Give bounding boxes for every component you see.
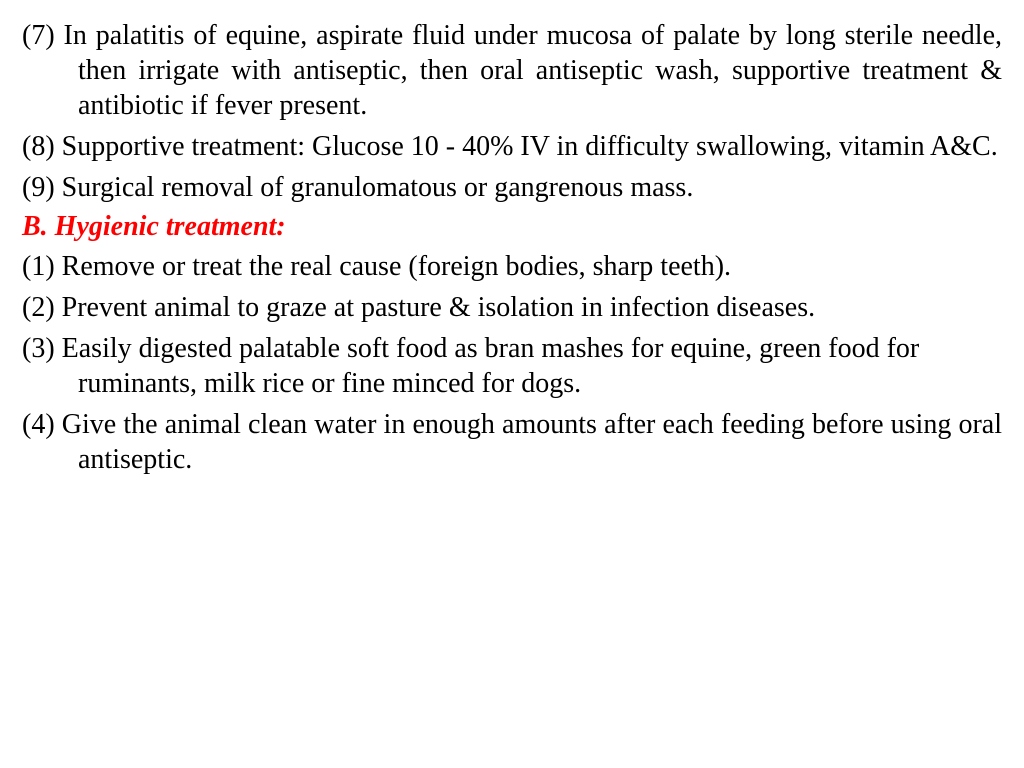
list-item-b3: (3) Easily digested palatable soft food … — [22, 331, 1002, 401]
list-item-9: (9) Surgical removal of granulomatous or… — [22, 170, 1002, 205]
section-heading-b: B. Hygienic treatment: — [22, 211, 1002, 243]
list-item-b2: (2) Prevent animal to graze at pasture &… — [22, 290, 1002, 325]
list-item-7: (7) In palatitis of equine, aspirate flu… — [22, 18, 1002, 123]
list-item-b1: (1) Remove or treat the real cause (fore… — [22, 249, 1002, 284]
list-item-b4: (4) Give the animal clean water in enoug… — [22, 407, 1002, 477]
list-item-8: (8) Supportive treatment: Glucose 10 - 4… — [22, 129, 1002, 164]
